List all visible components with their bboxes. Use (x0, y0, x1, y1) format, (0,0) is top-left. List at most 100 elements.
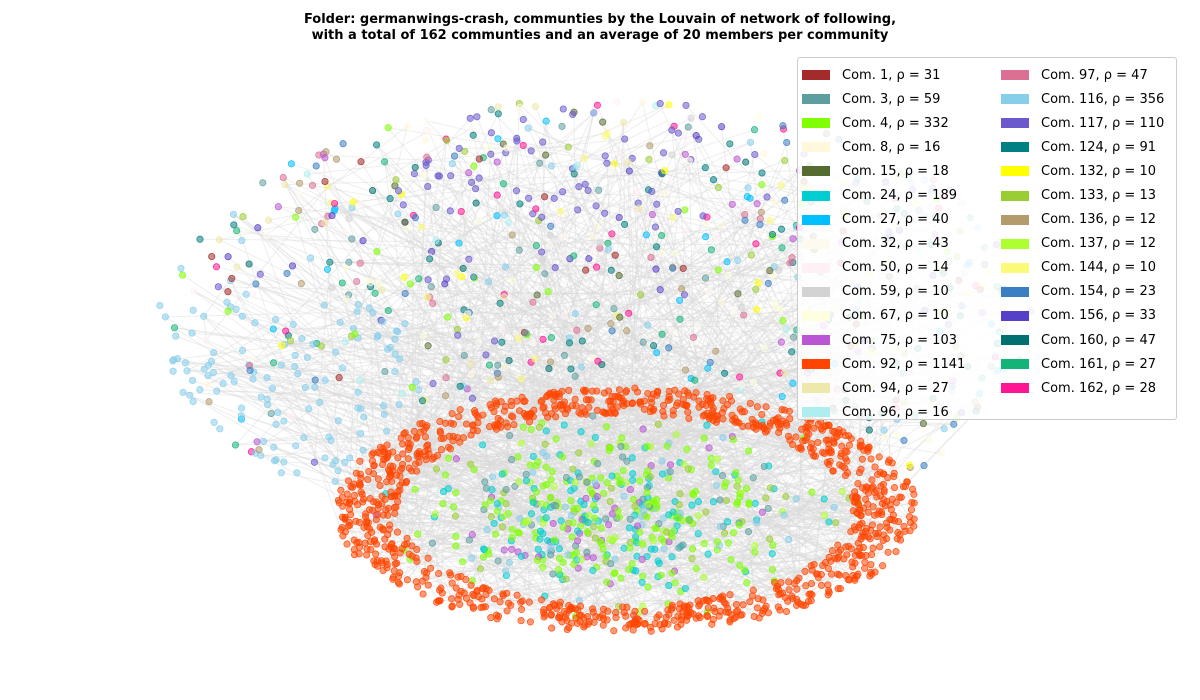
network-node (880, 426, 888, 434)
network-edge (324, 222, 371, 283)
network-node (381, 543, 389, 551)
network-node (570, 252, 578, 260)
network-node (611, 392, 619, 400)
legend-entry: Com. 1, ρ = 31 (802, 63, 965, 87)
network-node (703, 421, 711, 429)
network-node (520, 410, 528, 418)
network-node (384, 345, 392, 353)
network-node (797, 445, 805, 453)
network-edge (429, 256, 849, 580)
network-node (455, 591, 463, 599)
network-node (608, 230, 616, 238)
network-node (434, 172, 442, 180)
network-node (681, 401, 689, 409)
network-node (746, 598, 754, 606)
network-node (684, 123, 692, 131)
network-node (341, 458, 349, 466)
network-edge (614, 218, 761, 397)
network-edge (208, 262, 790, 366)
network-node (694, 498, 702, 506)
legend-label: Com. 67, ρ = 10 (842, 308, 949, 324)
network-node (331, 199, 339, 208)
network-edge (469, 118, 531, 417)
network-node (413, 557, 421, 565)
network-node (363, 551, 371, 559)
network-node (496, 598, 504, 606)
network-node (859, 504, 868, 512)
network-node (420, 171, 428, 179)
network-node (651, 223, 660, 231)
network-node (400, 273, 408, 281)
network-node (841, 471, 850, 480)
network-node (452, 455, 460, 463)
network-node (738, 381, 746, 389)
network-node (576, 617, 584, 625)
network-node (393, 528, 402, 536)
network-node (879, 562, 887, 570)
network-edge (348, 214, 881, 263)
network-node (493, 500, 501, 508)
network-edge (525, 415, 533, 526)
network-node (774, 414, 782, 422)
network-node (170, 324, 179, 332)
network-node (683, 616, 691, 624)
network-edge (584, 227, 800, 626)
network-node (408, 467, 416, 475)
network-edge (416, 470, 894, 516)
network-node (511, 482, 519, 490)
network-node (373, 247, 381, 256)
network-node (853, 509, 861, 517)
network-edge (610, 400, 724, 527)
network-node (550, 483, 558, 491)
network-edge (373, 127, 473, 185)
network-node (508, 231, 516, 239)
network-edge (584, 183, 869, 538)
network-node (825, 421, 833, 430)
network-node (685, 415, 693, 423)
network-node (295, 206, 303, 215)
network-node (442, 392, 450, 400)
network-node (189, 306, 197, 314)
network-node (450, 152, 459, 160)
network-node (763, 426, 771, 435)
network-node (412, 378, 420, 386)
network-edge (632, 362, 821, 405)
network-node (762, 494, 770, 502)
network-edge (395, 179, 859, 544)
network-node (622, 612, 630, 620)
network-node (331, 477, 339, 485)
network-edge (404, 222, 428, 298)
network-node (531, 103, 540, 111)
network-node (589, 608, 597, 616)
network-edge (223, 383, 872, 489)
network-node (879, 470, 887, 478)
network-edge (403, 204, 804, 439)
network-node (611, 251, 619, 259)
network-node (582, 410, 590, 418)
network-node (744, 528, 753, 536)
network-node (651, 524, 659, 532)
network-node (537, 398, 545, 406)
network-edge (460, 211, 538, 505)
network-node (411, 163, 419, 171)
network-node (246, 366, 254, 375)
network-edge (359, 460, 546, 616)
network-node (629, 476, 637, 484)
network-node (894, 518, 903, 526)
network-node (612, 614, 620, 622)
network-node (465, 536, 473, 544)
network-node (607, 484, 615, 492)
network-edge (638, 208, 740, 524)
legend-label: Com. 3, ρ = 59 (842, 91, 941, 107)
network-edge (207, 237, 887, 377)
legend-label: Com. 137, ρ = 12 (1041, 236, 1156, 252)
network-edge (586, 276, 799, 617)
network-node (547, 334, 555, 342)
network-node (674, 515, 682, 523)
network-node (857, 437, 865, 445)
network-node (834, 429, 842, 437)
network-node (593, 406, 601, 414)
network-edge (376, 350, 858, 503)
network-node (508, 525, 516, 533)
network-node (496, 299, 504, 307)
